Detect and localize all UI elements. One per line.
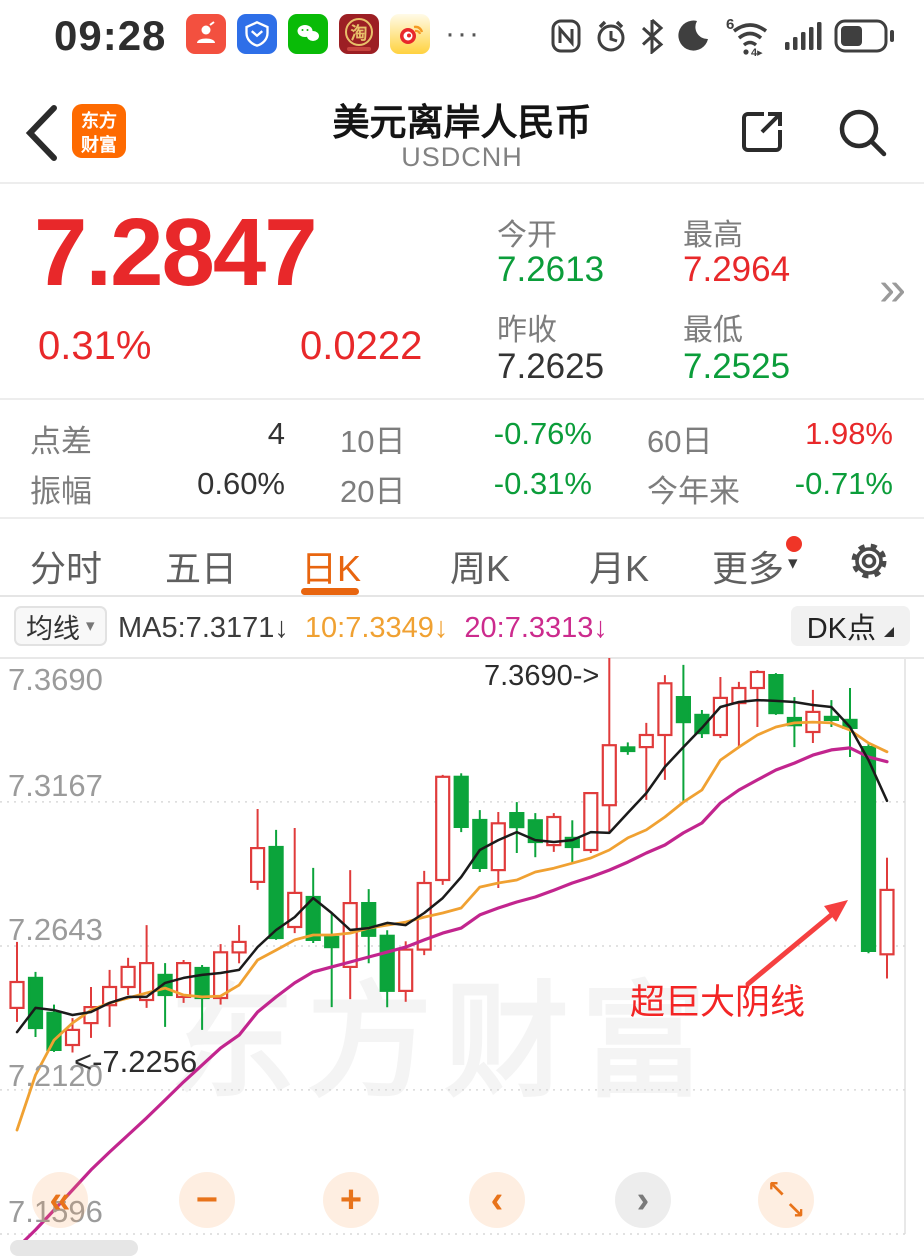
notification-dot bbox=[786, 536, 802, 552]
last-price: 7.2847 bbox=[34, 199, 318, 306]
d60-label: 60日 bbox=[647, 424, 713, 459]
corner-triangle-icon bbox=[884, 627, 894, 637]
high-value: 7.2964 bbox=[683, 250, 791, 289]
alarm-clock-icon bbox=[597, 20, 625, 52]
prev-close-value: 7.2625 bbox=[497, 347, 605, 386]
d10-value: -0.76% bbox=[493, 416, 592, 451]
status-time: 09:28 bbox=[54, 12, 167, 59]
open-label: 今开 bbox=[497, 219, 557, 252]
collapse-left-button[interactable]: « bbox=[32, 1172, 88, 1228]
y-axis-label-0: 7.3690 bbox=[8, 662, 103, 697]
amplitude-label: 振幅 bbox=[30, 474, 92, 509]
high-label: 最高 bbox=[683, 219, 743, 252]
y-axis-label-3: 7.2120 bbox=[8, 1058, 103, 1093]
crash-annotation: 超巨大阴线 bbox=[630, 983, 806, 1022]
fullscreen-button[interactable]: ↖ ↘ bbox=[758, 1172, 814, 1228]
tabs-divider bbox=[0, 595, 924, 597]
low-annotation: <-7.2256 bbox=[74, 1044, 198, 1079]
active-tab-underline bbox=[301, 588, 359, 595]
share-icon[interactable] bbox=[736, 106, 788, 158]
ma10-value: 10:7.3349↓ bbox=[304, 612, 449, 644]
more-caret-icon: ▾ bbox=[788, 553, 798, 574]
d20-label: 20日 bbox=[340, 474, 406, 509]
weibo-icon bbox=[390, 14, 430, 54]
contacts-call-icon bbox=[186, 14, 226, 54]
status-app-icons: 淘 ··· bbox=[186, 14, 481, 54]
tab-daily-k[interactable]: 日K bbox=[301, 548, 362, 589]
symbol-code: USDCNH bbox=[401, 142, 523, 172]
tab-monthly-k[interactable]: 月K bbox=[589, 548, 650, 589]
open-value: 7.2613 bbox=[497, 250, 605, 289]
wifi6-icon: 6 4▸ bbox=[726, 16, 768, 57]
low-label: 最低 bbox=[683, 314, 743, 347]
expand-nw-arrow-icon: ↖ bbox=[767, 1176, 787, 1202]
taobao-icon: 淘 bbox=[339, 14, 379, 54]
dk-point-button[interactable]: DK点 bbox=[790, 606, 910, 646]
quote-divider bbox=[0, 398, 924, 400]
chevron-down-icon: ▾ bbox=[86, 616, 95, 635]
low-value: 7.2525 bbox=[683, 347, 791, 386]
quote-more-chevron-icon[interactable]: » bbox=[879, 263, 906, 316]
amplitude-value: 0.60% bbox=[197, 466, 285, 501]
wechat-icon bbox=[288, 14, 328, 54]
signal-bars-icon bbox=[785, 22, 822, 50]
ma20-value: 20:7.3313↓ bbox=[464, 612, 608, 644]
prev-close-label: 昨收 bbox=[497, 314, 557, 347]
ma-selector-button[interactable]: 均线 ▾ bbox=[14, 606, 107, 646]
bottom-sheet-handle[interactable] bbox=[10, 1240, 138, 1256]
tab-five-day[interactable]: 五日 bbox=[165, 548, 238, 589]
d20-value: -0.31% bbox=[493, 466, 592, 501]
spread-value: 4 bbox=[267, 416, 285, 451]
pan-right-button[interactable]: › bbox=[615, 1172, 671, 1228]
search-icon[interactable] bbox=[834, 104, 890, 160]
stats-divider bbox=[0, 517, 924, 519]
page-title: 美元离岸人民币 bbox=[332, 102, 592, 143]
ytd-label: 今年来 bbox=[647, 474, 740, 509]
tab-weekly-k[interactable]: 周K bbox=[450, 548, 511, 589]
change-absolute: 0.0222 bbox=[300, 324, 423, 368]
high-annotation: 7.3690-> bbox=[484, 660, 600, 692]
gear-icon[interactable] bbox=[846, 538, 892, 584]
tencent-shield-icon bbox=[237, 14, 277, 54]
tab-more[interactable]: 更多 bbox=[712, 548, 785, 589]
ma5-value: MA5:7.3171↓ bbox=[118, 612, 289, 644]
status-more-apps-icon: ··· bbox=[445, 17, 481, 50]
battery-icon bbox=[834, 19, 894, 53]
ytd-value: -0.71% bbox=[794, 466, 893, 501]
bluetooth-icon bbox=[641, 18, 664, 54]
moon-dnd-icon bbox=[678, 20, 708, 51]
change-percent: 0.31% bbox=[38, 324, 152, 368]
d10-label: 10日 bbox=[340, 424, 406, 459]
status-system-icons: 6 4▸ bbox=[550, 14, 896, 58]
y-axis-label-1: 7.3167 bbox=[8, 768, 103, 803]
candlestick-chart[interactable] bbox=[0, 652, 924, 1248]
back-icon[interactable] bbox=[22, 104, 62, 162]
spread-label: 点差 bbox=[30, 424, 92, 459]
svg-text:6: 6 bbox=[726, 16, 734, 33]
svg-text:淘: 淘 bbox=[351, 23, 368, 43]
tab-minute[interactable]: 分时 bbox=[30, 548, 103, 589]
zoom-in-button[interactable]: + bbox=[323, 1172, 379, 1228]
y-axis-label-4: 7.1596 bbox=[8, 1194, 103, 1229]
svg-text:4▸: 4▸ bbox=[751, 47, 763, 57]
zoom-out-button[interactable]: − bbox=[179, 1172, 235, 1228]
y-axis-label-2: 7.2643 bbox=[8, 912, 103, 947]
eastmoney-logo[interactable]: 东方 财富 bbox=[72, 104, 126, 158]
expand-se-arrow-icon: ↘ bbox=[785, 1197, 805, 1223]
ma-values: MA5:7.3171↓ 10:7.3349↓ 20:7.3313↓ bbox=[118, 612, 608, 645]
d60-value: 1.98% bbox=[805, 416, 893, 451]
header-divider bbox=[0, 182, 924, 184]
nfc-icon bbox=[551, 19, 581, 53]
pan-left-button[interactable]: ‹ bbox=[469, 1172, 525, 1228]
